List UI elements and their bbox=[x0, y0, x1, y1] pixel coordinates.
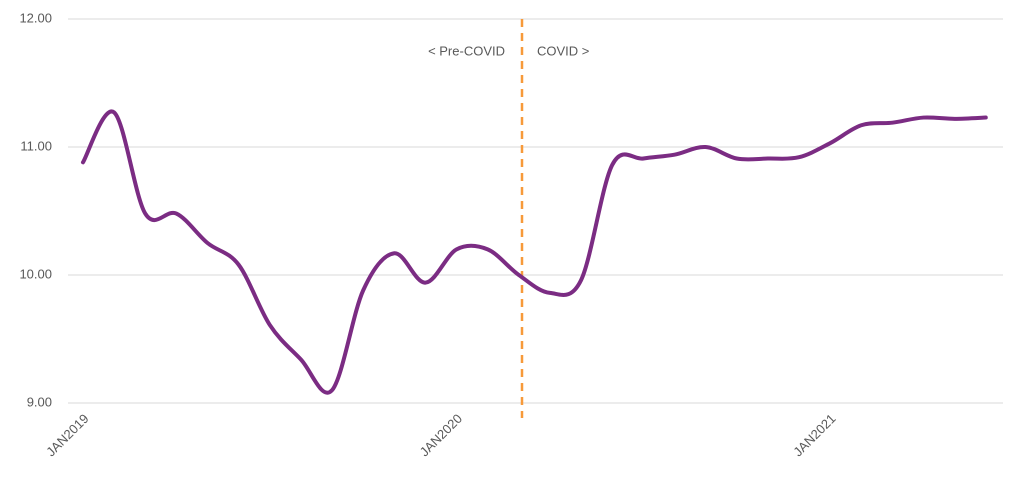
y-tick-label: 11.00 bbox=[20, 138, 52, 153]
data-line bbox=[81, 109, 988, 395]
y-tick-label: 10.00 bbox=[19, 266, 52, 281]
annotation: COVID > bbox=[537, 43, 589, 58]
x-tick-label: JAN2020 bbox=[417, 411, 465, 459]
y-tick-label: 12.00 bbox=[19, 10, 52, 25]
x-tick-label: JAN2021 bbox=[790, 411, 838, 459]
x-tick-label: JAN2019 bbox=[43, 411, 91, 459]
y-tick-label: 9.00 bbox=[27, 394, 52, 409]
annotation: < Pre-COVID bbox=[428, 43, 505, 58]
